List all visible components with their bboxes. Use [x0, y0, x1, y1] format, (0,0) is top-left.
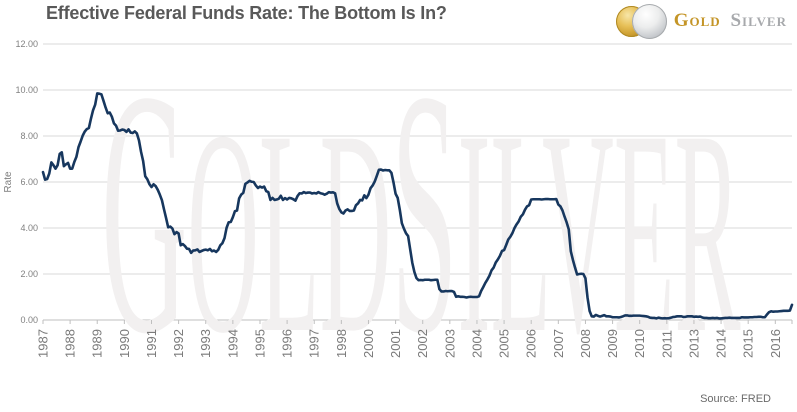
x-tick-label: 2013 [686, 329, 701, 358]
source-attribution: Source: FRED [700, 393, 771, 405]
x-tick-label: 2014 [714, 329, 729, 358]
x-tick-label: 1989 [90, 329, 105, 358]
x-tick-label: 2002 [415, 329, 430, 358]
x-tick-label: 1996 [280, 329, 295, 358]
x-tick-label: 1995 [253, 329, 268, 358]
logo-text-gold: Gold [673, 10, 721, 31]
x-tick-label: 2015 [741, 329, 756, 358]
x-tick-label: 2016 [768, 329, 783, 358]
x-tick-label: 1993 [198, 329, 213, 358]
y-axis-title: Rate [3, 171, 14, 193]
y-tick-label: 0.00 [20, 315, 38, 325]
y-tick-label: 4.00 [20, 223, 38, 233]
x-tick-label: 2007 [551, 329, 566, 358]
goldsilver-logo[interactable]: Gold Silver [615, 2, 787, 40]
x-tick-label: 1992 [171, 329, 186, 358]
x-tick-label: 1988 [63, 329, 78, 358]
x-tick-label: 1997 [307, 329, 322, 358]
watermark-text: GOLDSILVER [101, 18, 741, 406]
fed-funds-rate-line [41, 92, 794, 320]
x-tick-label: 2005 [497, 329, 512, 358]
y-tick-label: 8.00 [20, 131, 38, 141]
x-tick-label: 2004 [470, 329, 485, 358]
x-tick-label: 2010 [632, 329, 647, 358]
x-tick-label: 2003 [442, 329, 457, 358]
x-tick-label: 1987 [36, 329, 51, 358]
x-tick-label: 2009 [605, 329, 620, 358]
x-tick-label: 2008 [578, 329, 593, 358]
silver-coin-icon [631, 3, 667, 39]
y-tick-label: 12.00 [15, 39, 38, 49]
y-axis-labels: 0.00 2.00 4.00 6.00 8.00 10.00 12.00 [15, 39, 38, 325]
x-tick-label: 2001 [388, 329, 403, 358]
x-tick-label: 2000 [361, 329, 376, 358]
y-tick-label: 2.00 [20, 269, 38, 279]
chart-title: Effective Federal Funds Rate: The Bottom… [46, 3, 447, 23]
x-tick-label: 1994 [225, 329, 240, 358]
y-tick-label: 10.00 [15, 85, 38, 95]
x-tick-label: 2006 [524, 329, 539, 358]
x-tick-label: 2011 [659, 330, 674, 358]
x-tick-label: 1991 [144, 329, 159, 358]
x-tick-label: 1990 [117, 329, 132, 358]
x-axis-labels: 1987 1988 1989 1990 1991 1992 1993 1994 1995 1996… [36, 329, 783, 358]
logo-text-silver: Silver [730, 10, 787, 31]
x-axis-ticks [42, 320, 793, 324]
x-tick-label: 1998 [334, 329, 349, 358]
y-tick-label: 6.00 [20, 177, 38, 187]
